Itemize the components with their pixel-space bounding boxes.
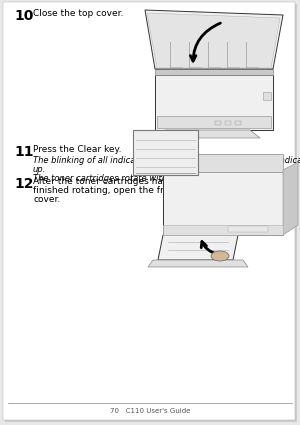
Text: 11: 11: [14, 145, 34, 159]
Bar: [228, 226, 268, 232]
Bar: [163, 225, 283, 235]
Bar: [225, 121, 231, 125]
Bar: [263, 92, 271, 100]
Text: The blinking of all indicators stop, and the magenta toner indicator lights: The blinking of all indicators stop, and…: [33, 156, 300, 165]
Text: The toner cartridges rotate within the printer.: The toner cartridges rotate within the p…: [33, 174, 224, 183]
Bar: [215, 121, 221, 125]
Bar: [160, 39, 268, 69]
Polygon shape: [148, 260, 248, 267]
Bar: [163, 170, 283, 235]
Text: 70   C110 User's Guide: 70 C110 User's Guide: [110, 408, 190, 414]
Polygon shape: [158, 235, 238, 260]
Polygon shape: [283, 162, 298, 235]
Text: finished rotating, open the front: finished rotating, open the front: [33, 186, 178, 195]
Bar: [158, 154, 283, 172]
Polygon shape: [147, 13, 280, 68]
Ellipse shape: [211, 251, 229, 261]
Bar: [155, 69, 273, 75]
Text: cover.: cover.: [33, 195, 60, 204]
Text: up.: up.: [33, 165, 46, 174]
Bar: [133, 130, 198, 175]
Bar: [235, 121, 241, 125]
Text: 12: 12: [14, 177, 34, 191]
Text: Close the top cover.: Close the top cover.: [33, 9, 123, 18]
Text: After the toner cartridges have: After the toner cartridges have: [33, 177, 174, 186]
Polygon shape: [145, 10, 283, 69]
Polygon shape: [155, 130, 260, 138]
Bar: [157, 116, 271, 128]
Text: Press the Clear key.: Press the Clear key.: [33, 145, 122, 154]
Bar: [155, 75, 273, 130]
Text: 10: 10: [14, 9, 33, 23]
